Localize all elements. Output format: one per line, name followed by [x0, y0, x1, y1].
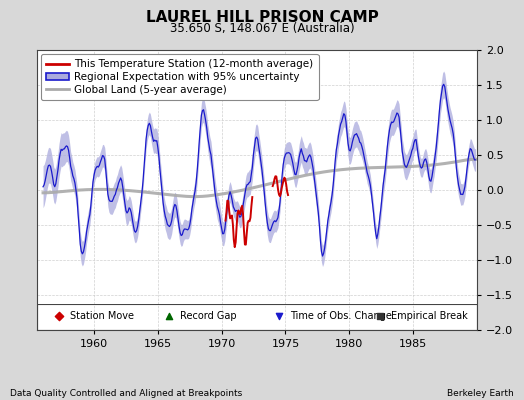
Legend: This Temperature Station (12-month average), Regional Expectation with 95% uncer: This Temperature Station (12-month avera… — [41, 54, 319, 100]
Text: Station Move: Station Move — [70, 312, 134, 322]
Text: Time of Obs. Change: Time of Obs. Change — [290, 312, 391, 322]
Point — [165, 313, 173, 320]
Text: Data Quality Controlled and Aligned at Breakpoints: Data Quality Controlled and Aligned at B… — [10, 389, 243, 398]
Point — [54, 313, 63, 320]
Point — [376, 313, 384, 320]
Text: Berkeley Earth: Berkeley Earth — [447, 389, 514, 398]
Text: Empirical Break: Empirical Break — [391, 312, 468, 322]
Text: Record Gap: Record Gap — [180, 312, 236, 322]
Point — [275, 313, 283, 320]
Text: 35.650 S, 148.067 E (Australia): 35.650 S, 148.067 E (Australia) — [170, 22, 354, 35]
Text: LAUREL HILL PRISON CAMP: LAUREL HILL PRISON CAMP — [146, 10, 378, 25]
